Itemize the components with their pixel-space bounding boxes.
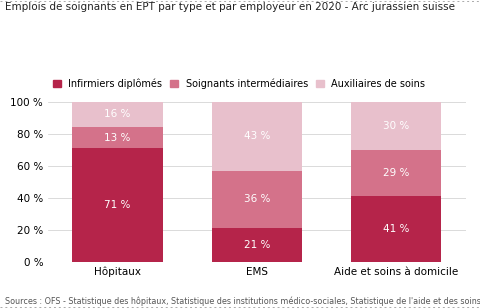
Bar [72,148,163,262]
Text: 29 %: 29 % [383,168,409,178]
Bar [212,228,302,262]
Legend: Infirmiers diplômés, Soignants intermédiaires, Auxiliaires de soins: Infirmiers diplômés, Soignants intermédi… [53,78,425,89]
Text: 71 %: 71 % [105,200,131,210]
Bar [72,102,163,127]
Bar [212,171,302,228]
Bar [212,102,302,171]
Text: 30 %: 30 % [383,121,409,131]
Text: 13 %: 13 % [105,133,131,143]
Text: 43 %: 43 % [244,131,270,141]
Bar [351,102,441,150]
Text: Emplois de soignants en EPT par type et par employeur en 2020 - Arc jurassien su: Emplois de soignants en EPT par type et … [5,2,455,11]
Bar [72,127,163,148]
Text: 36 %: 36 % [244,194,270,204]
Text: 21 %: 21 % [244,240,270,250]
Bar [351,150,441,196]
Text: 16 %: 16 % [105,109,131,120]
Bar [351,196,441,262]
Text: Sources : OFS - Statistique des hôpitaux, Statistique des institutions médico-so: Sources : OFS - Statistique des hôpitaux… [5,297,480,306]
Text: 41 %: 41 % [383,224,409,234]
